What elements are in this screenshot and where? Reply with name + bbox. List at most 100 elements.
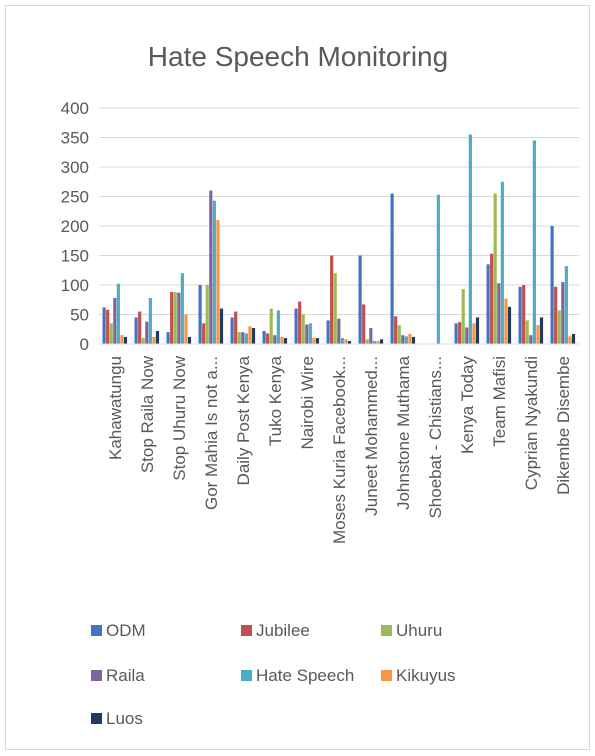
bar (397, 325, 401, 344)
bar (326, 320, 330, 344)
bar (394, 316, 398, 344)
x-tick-label: Tuko Kenya (266, 355, 285, 446)
bar (155, 331, 160, 344)
legend-label: Hate Speech (256, 666, 354, 685)
bar (340, 338, 344, 344)
bar (458, 322, 462, 344)
bar (497, 283, 501, 344)
bar (568, 336, 572, 344)
bar (472, 323, 476, 344)
bar (493, 193, 497, 344)
bar (518, 286, 522, 344)
legend-swatch (91, 670, 102, 681)
y-tick-label: 50 (70, 306, 89, 325)
bar (216, 220, 220, 344)
legend-swatch (241, 625, 252, 636)
bar (436, 194, 440, 344)
bar (554, 286, 558, 344)
legend-swatch (381, 670, 392, 681)
bar (408, 333, 412, 344)
bar (401, 335, 405, 344)
bar (102, 307, 106, 344)
bar (390, 193, 394, 344)
bar (145, 321, 149, 344)
bar (561, 282, 565, 344)
bar (557, 310, 561, 344)
bar (152, 336, 156, 344)
legend-swatch (381, 625, 392, 636)
bar (486, 264, 490, 344)
bar (365, 339, 369, 344)
bar (312, 338, 316, 344)
legend-swatch (91, 625, 102, 636)
bar (529, 335, 533, 344)
legend-label: ODM (106, 621, 146, 640)
bar (337, 318, 341, 344)
bar (248, 326, 252, 344)
x-tick-label: Daily Post Kenya (234, 355, 253, 485)
bar (106, 309, 110, 344)
bar (187, 336, 192, 344)
bar (305, 324, 309, 344)
bar (276, 310, 280, 344)
bar (134, 317, 138, 344)
y-tick-label: 400 (61, 99, 89, 118)
x-tick-label: Kenya Today (458, 356, 477, 454)
legend-label: Kikuyus (396, 666, 456, 685)
bar (564, 266, 568, 344)
bar (465, 327, 469, 344)
legend-label: Luos (106, 709, 143, 728)
bar (461, 289, 465, 344)
x-tick-label: Team Mafisi (490, 356, 509, 447)
x-tick-label: Stop Raila Now (138, 355, 157, 473)
chart-svg: Hate Speech Monitoring 0 50 100 150 200 250 30… (61, 41, 579, 728)
bar (362, 304, 366, 344)
bar (234, 311, 238, 344)
y-tick-label: 150 (61, 247, 89, 266)
bar (202, 323, 206, 344)
bar (170, 292, 174, 344)
bar (269, 308, 273, 344)
y-tick-label: 250 (61, 188, 89, 207)
bar (280, 336, 284, 344)
bar (475, 317, 480, 344)
bar (301, 314, 305, 344)
x-tick-label: Nairobi Wire (298, 356, 317, 450)
bar (536, 325, 540, 344)
gridlines (99, 107, 579, 315)
chart-frame: Hate Speech Monitoring 0 50 100 150 200 250 30… (5, 5, 590, 750)
bar (376, 341, 380, 344)
bar (251, 328, 256, 344)
x-tick-label: Juneet Mohammed... (362, 356, 381, 516)
bar (507, 306, 512, 344)
bar (379, 339, 384, 344)
bar (244, 333, 248, 344)
bar (490, 253, 494, 344)
x-tick-label: Gor Mahia Is not a... (202, 356, 221, 510)
legend-label: Uhuru (396, 621, 442, 640)
bar (539, 317, 544, 344)
bar (532, 140, 536, 344)
bar (550, 226, 554, 344)
bar (116, 283, 120, 344)
bar (138, 311, 142, 344)
bar (205, 285, 209, 344)
legend-swatch (91, 713, 102, 724)
bar (358, 255, 362, 344)
y-tick-label: 300 (61, 158, 89, 177)
bar (141, 338, 145, 344)
bar (454, 323, 458, 344)
bar (262, 331, 266, 344)
bar (500, 181, 504, 344)
x-tick-label: Kahawatungu (106, 356, 125, 460)
bar (571, 333, 576, 344)
bar (273, 335, 277, 344)
bar (198, 285, 202, 344)
bar (411, 336, 416, 344)
bar (404, 336, 408, 344)
y-axis-tick-labels: 0 50 100 150 200 250 300 350 400 (61, 99, 89, 354)
bar (230, 317, 234, 344)
bar (237, 332, 241, 344)
bar (308, 323, 312, 344)
bar (219, 308, 224, 344)
